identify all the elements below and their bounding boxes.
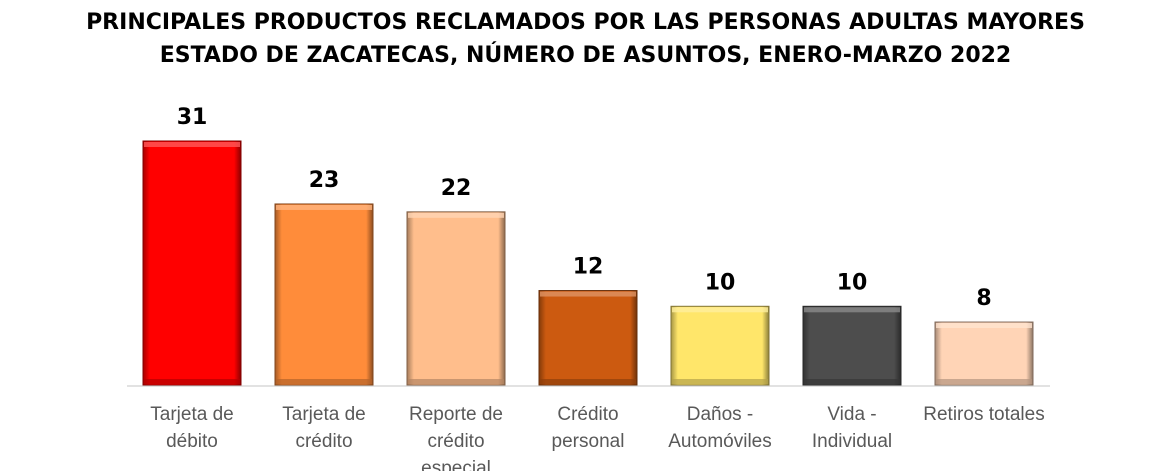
bar-bevel-bottom-2	[408, 379, 504, 384]
bar-bevel-bottom-6	[936, 379, 1032, 384]
bar-4	[670, 305, 770, 386]
bar-6	[934, 321, 1034, 386]
data-label-2: 22	[441, 176, 472, 201]
bar-bevel-top-2	[408, 212, 504, 218]
bar-5	[802, 305, 902, 386]
data-label-1: 23	[309, 168, 340, 193]
bar-0	[142, 140, 242, 386]
bar-bevel-top-1	[276, 204, 372, 210]
category-label-2: Reporte de crédito especial	[409, 404, 503, 471]
data-label-0: 31	[177, 105, 208, 130]
bar-bevel-bottom-3	[540, 379, 636, 384]
bar-bevel-bottom-4	[672, 379, 768, 384]
category-label-3: Crédito personal	[552, 404, 625, 452]
data-label-4: 10	[705, 270, 736, 295]
bar-bevel-bottom-1	[276, 379, 372, 384]
bar-bevel-bottom-5	[804, 379, 900, 384]
category-label-6: Retiros totales	[923, 404, 1044, 425]
bar-bevel-top-5	[804, 307, 900, 313]
bar-1	[274, 203, 374, 386]
data-label-5: 10	[837, 270, 868, 295]
bar-3	[538, 290, 638, 386]
bar-bevel-bottom-0	[144, 379, 240, 384]
bar-2	[406, 211, 506, 386]
chart-title-line-1: PRINCIPALES PRODUCTOS RECLAMADOS POR LAS…	[86, 10, 1085, 35]
category-label-4: Daños -Automóviles	[668, 404, 772, 452]
category-label-0: Tarjeta de débito	[150, 404, 233, 452]
bar-bevel-top-0	[144, 142, 240, 147]
category-label-5: Vida -Individual	[812, 404, 892, 452]
chart-title: PRINCIPALES PRODUCTOS RECLAMADOS POR LAS…	[0, 6, 1171, 72]
chart-title-line-2: ESTADO DE ZACATECAS, NÚMERO DE ASUNTOS, …	[159, 43, 1012, 68]
data-label-3: 12	[573, 255, 604, 280]
data-label-6: 8	[976, 286, 991, 311]
bar-bevel-top-4	[672, 307, 768, 313]
bar-bevel-top-6	[936, 323, 1032, 329]
bar-bevel-top-3	[540, 291, 636, 297]
category-label-1: Tarjeta de crédito	[282, 404, 365, 452]
